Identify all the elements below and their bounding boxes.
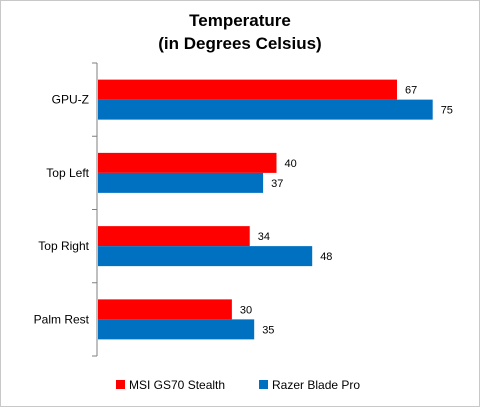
bar-msi <box>98 152 277 173</box>
chart-title: Temperature <box>189 11 291 30</box>
data-label: 35 <box>262 324 274 336</box>
bar-msi <box>98 226 250 247</box>
chart-subtitle: (in Degrees Celsius) <box>158 34 322 53</box>
legend-label: MSI GS70 Stealth <box>129 378 225 392</box>
bar-razer <box>98 99 433 120</box>
data-label: 75 <box>441 105 453 117</box>
legend-swatch <box>116 380 125 389</box>
data-label: 34 <box>258 231 270 243</box>
data-label: 48 <box>320 251 332 263</box>
bar-razer <box>98 319 255 340</box>
data-label: 30 <box>240 304 252 316</box>
bar-razer <box>98 246 313 267</box>
category-label: Top Left <box>46 166 89 180</box>
bar-msi <box>98 299 232 320</box>
category-label: GPU-Z <box>52 93 89 107</box>
bar-razer <box>98 172 264 193</box>
data-label: 37 <box>271 178 283 190</box>
legend-swatch <box>259 380 268 389</box>
category-label: Palm Rest <box>34 312 90 326</box>
data-label: 40 <box>285 158 297 170</box>
category-label: Top Right <box>38 239 89 253</box>
data-label: 67 <box>405 85 417 97</box>
legend-label: Razer Blade Pro <box>272 378 360 392</box>
bar-msi <box>98 79 397 100</box>
